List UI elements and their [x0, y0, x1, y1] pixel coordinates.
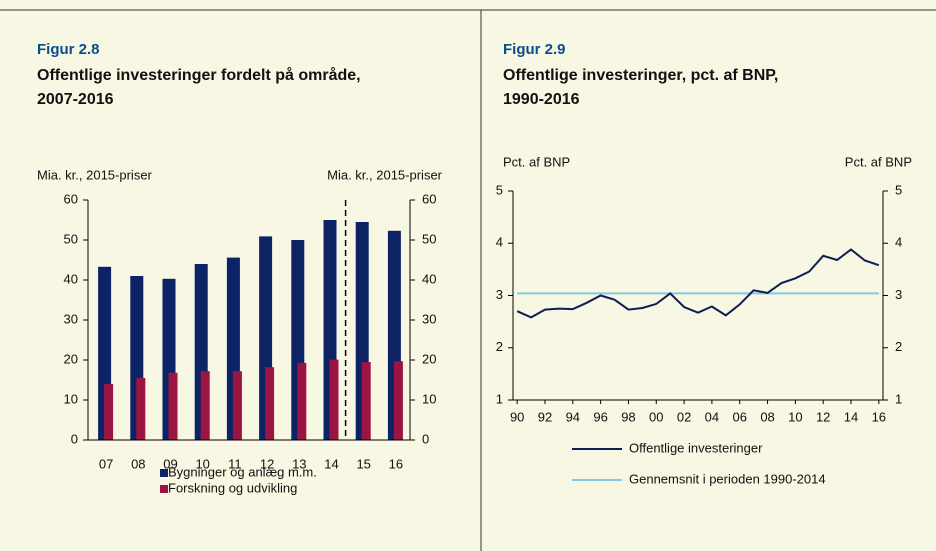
x-tick-label: 92	[538, 409, 552, 424]
chart-title: Offentlige investeringer, pct. af BNP,	[503, 67, 778, 84]
y2-tick-label: 5	[895, 182, 902, 197]
x-tick-label: 12	[260, 456, 274, 471]
bar	[168, 372, 178, 440]
x-tick-label: 13	[292, 456, 306, 471]
y2-tick-label: 60	[422, 191, 436, 206]
y2-tick-label: 30	[422, 311, 436, 326]
y-axis-label: Mia. kr., 2015-priser	[37, 167, 153, 182]
bar	[297, 362, 307, 440]
bar	[200, 371, 210, 440]
y2-tick-label: 40	[422, 271, 436, 286]
x-tick-label: 15	[356, 456, 370, 471]
y2-axis-label: Mia. kr., 2015-priser	[327, 167, 443, 182]
chart-title: Offentlige investeringer fordelt på områ…	[37, 66, 361, 84]
bar	[136, 378, 146, 440]
x-tick-label: 14	[844, 409, 858, 424]
bar	[232, 371, 242, 440]
y2-tick-label: 1	[895, 391, 902, 406]
y2-tick-label: 3	[895, 287, 902, 302]
y2-tick-label: 20	[422, 351, 436, 366]
x-tick-label: 10	[788, 409, 802, 424]
legend-label: Forskning og udvikling	[168, 480, 297, 495]
figure-label: Figur 2.9	[503, 41, 566, 58]
y-tick-label: 60	[64, 191, 78, 206]
x-tick-label: 12	[816, 409, 830, 424]
x-tick-label: 96	[593, 409, 607, 424]
legend-label: Bygninger og anlæg m.m.	[168, 464, 317, 479]
x-tick-label: 14	[324, 456, 338, 471]
bar	[329, 359, 339, 440]
y2-tick-label: 2	[895, 339, 902, 354]
y2-tick-label: 4	[895, 235, 902, 250]
y-tick-label: 2	[496, 339, 503, 354]
y-tick-label: 3	[496, 287, 503, 302]
bar	[265, 367, 275, 440]
legend-swatch	[160, 485, 168, 493]
y-tick-label: 50	[64, 231, 78, 246]
x-tick-label: 11	[228, 456, 242, 471]
y2-tick-label: 0	[422, 431, 429, 446]
x-tick-label: 00	[649, 409, 663, 424]
bar	[104, 384, 114, 440]
x-tick-label: 94	[566, 409, 580, 424]
x-tick-label: 16	[389, 456, 403, 471]
x-tick-label: 08	[760, 409, 774, 424]
x-tick-label: 04	[705, 409, 719, 424]
x-tick-label: 16	[872, 409, 886, 424]
chart-title: 1990-2016	[503, 91, 580, 108]
legend-swatch	[160, 469, 168, 477]
x-tick-label: 90	[510, 409, 524, 424]
chart-title: 2007-2016	[37, 91, 114, 108]
x-tick-label: 08	[131, 456, 145, 471]
y2-axis-label: Pct. af BNP	[845, 154, 912, 169]
x-tick-label: 07	[99, 456, 113, 471]
y2-tick-label: 10	[422, 391, 436, 406]
bar	[393, 361, 403, 440]
y-tick-label: 10	[64, 391, 78, 406]
x-tick-label: 98	[621, 409, 635, 424]
y-tick-label: 30	[64, 311, 78, 326]
bar	[361, 362, 371, 440]
y-tick-label: 20	[64, 351, 78, 366]
y-axis-label: Pct. af BNP	[503, 154, 570, 169]
y-tick-label: 1	[496, 391, 503, 406]
x-tick-label: 09	[163, 456, 177, 471]
y-tick-label: 0	[71, 431, 78, 446]
y-tick-label: 4	[496, 235, 503, 250]
x-tick-label: 10	[195, 456, 209, 471]
x-tick-label: 06	[732, 409, 746, 424]
y-tick-label: 5	[496, 182, 503, 197]
figure-label: Figur 2.8	[37, 41, 100, 58]
y2-tick-label: 50	[422, 231, 436, 246]
legend-label: Gennemsnit i perioden 1990-2014	[629, 471, 826, 486]
x-tick-label: 02	[677, 409, 691, 424]
legend-label: Offentlige investeringer	[629, 440, 763, 455]
y-tick-label: 40	[64, 271, 78, 286]
line-series	[516, 248, 880, 319]
